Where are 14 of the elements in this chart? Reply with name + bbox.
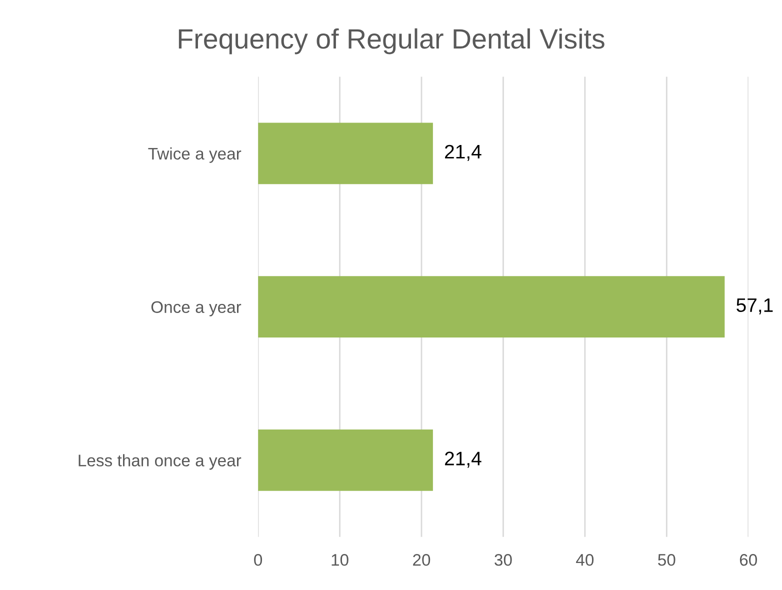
data-label: 21,4 [445, 452, 482, 468]
data-label: 57,1 [736, 298, 773, 314]
y-tick-label: Twice a year [148, 147, 242, 163]
x-tick-label: 40 [576, 554, 594, 566]
x-tick-label: 60 [740, 554, 757, 566]
x-tick-label: 0 [254, 554, 262, 566]
y-tick-label: Once a year [151, 301, 242, 316]
x-tick-label: 20 [413, 554, 430, 566]
x-tick-label: 50 [658, 554, 676, 566]
data-label: 21,4 [445, 144, 482, 161]
x-tick-label: 10 [332, 554, 348, 566]
y-tick-label: Less than once a year [78, 454, 242, 470]
x-tick-label: 30 [494, 554, 512, 566]
chart-title: Frequency of Regular Dental Visits [178, 28, 604, 54]
